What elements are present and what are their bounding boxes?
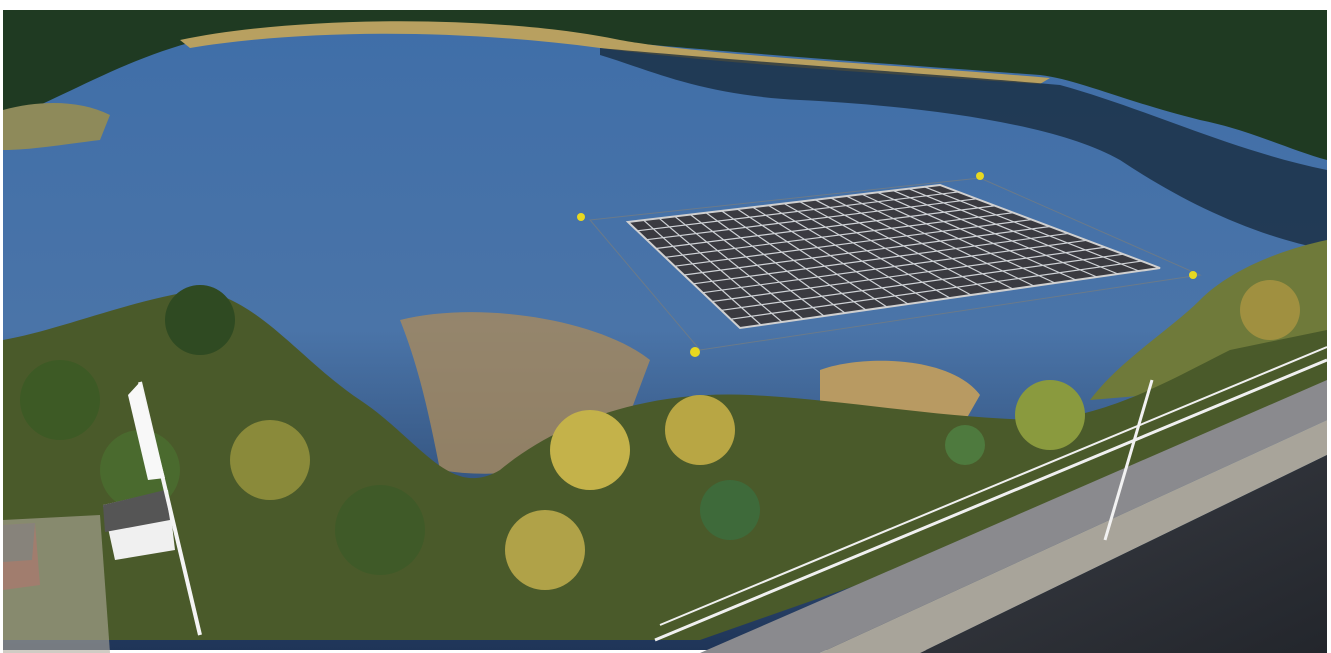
gravel-yard xyxy=(3,515,110,653)
tree xyxy=(700,480,760,540)
tree xyxy=(665,395,735,465)
road xyxy=(920,455,1327,653)
tree xyxy=(505,510,585,590)
tree xyxy=(1240,280,1300,340)
panel-seam xyxy=(637,191,959,232)
left-shore xyxy=(3,103,110,150)
panel-seam xyxy=(655,205,996,250)
gravel-verge xyxy=(820,420,1327,653)
panel-grid xyxy=(637,186,1142,326)
panel-seam xyxy=(721,253,1124,311)
buoy xyxy=(1189,271,1197,279)
panel-seam xyxy=(702,239,1087,294)
panel-seam xyxy=(646,198,977,241)
railing xyxy=(654,358,1328,642)
tree xyxy=(335,485,425,575)
tree xyxy=(20,360,100,440)
trees xyxy=(20,280,1300,590)
panel-seam xyxy=(711,246,1106,303)
flag xyxy=(128,382,165,480)
tree xyxy=(1015,380,1085,450)
buoys xyxy=(577,172,1197,357)
tree xyxy=(945,425,985,465)
tree xyxy=(100,430,180,510)
panel-seam xyxy=(730,260,1142,320)
walkway xyxy=(700,380,1327,653)
tree xyxy=(165,285,235,355)
buoy xyxy=(690,347,700,357)
panel-seam xyxy=(683,225,1051,276)
mooring-net xyxy=(589,177,1202,351)
buoy xyxy=(577,213,585,221)
far-forest xyxy=(3,10,1327,160)
tree xyxy=(550,410,630,490)
foreground-vegetation xyxy=(3,290,1327,640)
railing xyxy=(659,346,1328,626)
forest-reflection xyxy=(600,48,1327,250)
buoy xyxy=(976,172,984,180)
tree xyxy=(230,420,310,500)
panel-seam xyxy=(674,218,1032,267)
panel-seam xyxy=(693,232,1069,285)
panel-seam xyxy=(665,212,1014,258)
lamp-post xyxy=(1103,379,1154,541)
building-roof xyxy=(103,490,170,532)
